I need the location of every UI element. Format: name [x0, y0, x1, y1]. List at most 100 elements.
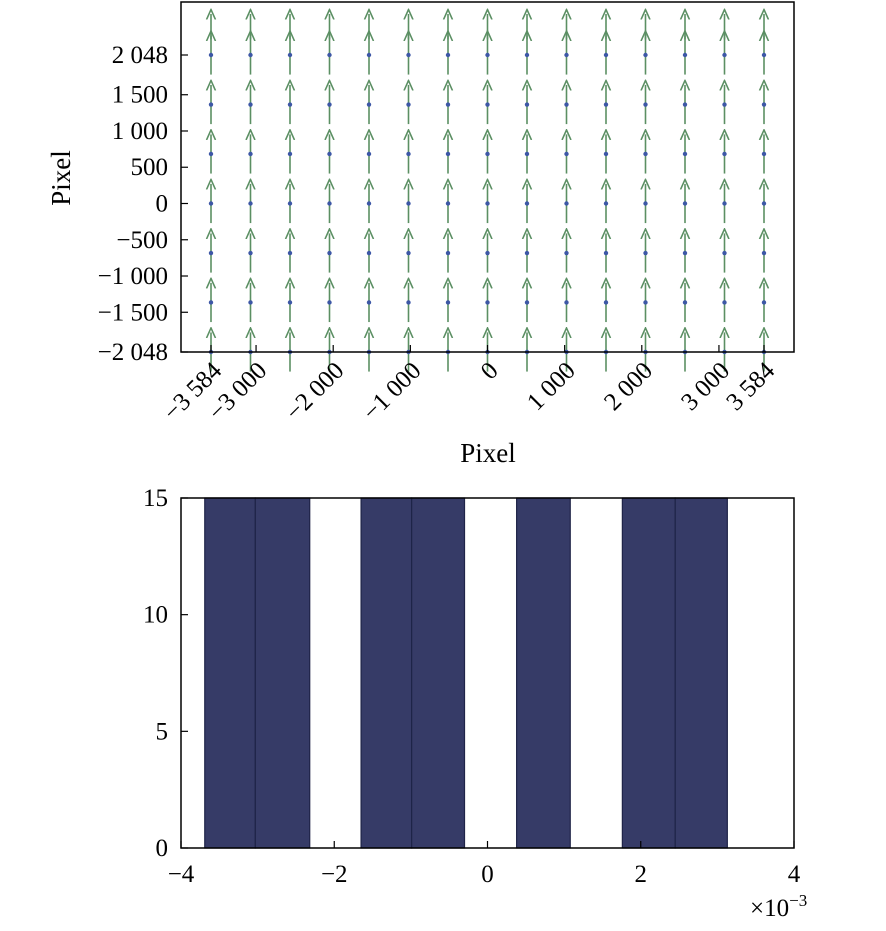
bar-y-ticks: 0 5 10 15 — [143, 485, 188, 862]
x-tick-label: 4 — [788, 861, 801, 888]
y-tick-label: 15 — [143, 485, 168, 512]
quiver-point — [248, 52, 253, 58]
x-tick-label: −2 000 — [281, 357, 350, 426]
y-tick-label: −500 — [116, 227, 168, 254]
y-tick-label: −2 048 — [98, 339, 168, 366]
quiver-point — [248, 250, 253, 256]
quiver-point — [208, 250, 214, 256]
quiver-point — [485, 250, 490, 256]
quiver-point — [366, 52, 372, 58]
quiver-point — [485, 201, 490, 206]
quiver-point — [643, 201, 648, 206]
quiver-point — [485, 300, 490, 305]
quiver-point — [761, 250, 767, 256]
quiver-point — [682, 201, 688, 206]
quiver-point — [366, 300, 372, 305]
bar — [204, 497, 256, 849]
quiver-point — [445, 250, 451, 256]
bar — [516, 497, 571, 849]
bar — [360, 497, 413, 849]
quiver-point — [248, 151, 253, 157]
quiver-point — [761, 52, 767, 58]
quiver-point — [485, 52, 490, 58]
bar-x-ticks: −4 −2 0 2 4 — [168, 841, 801, 888]
quiver-point — [406, 52, 411, 58]
quiver-point — [603, 300, 609, 305]
x-tick-label: 3 584 — [721, 357, 780, 416]
quiver-point — [327, 151, 332, 157]
quiver-point — [366, 151, 372, 157]
quiver-point — [445, 52, 451, 58]
quiver-point — [761, 201, 767, 206]
quiver-point — [406, 300, 411, 305]
quiver-point — [248, 102, 253, 107]
quiver-point — [406, 201, 411, 206]
quiver-point — [603, 151, 609, 157]
quiver-point — [524, 300, 530, 305]
quiver-chart: 2 048 1 500 1 000 500 0 −500 −1 000 −1 500 −2 04… — [46, 1, 795, 468]
quiver-point — [208, 52, 214, 58]
quiver-point — [761, 151, 767, 157]
quiver-point — [722, 201, 727, 206]
bar — [411, 497, 466, 849]
quiver-point — [287, 201, 293, 206]
quiver-point — [603, 250, 609, 256]
x-scale-multiplier: ×10−3 — [750, 891, 807, 922]
y-tick-label: 1 000 — [112, 118, 168, 145]
quiver-point — [682, 102, 688, 107]
quiver-point — [524, 52, 530, 58]
y-tick-label: −1 000 — [98, 263, 168, 290]
quiver-point — [287, 102, 293, 107]
quiver-point — [603, 52, 609, 58]
quiver-point — [722, 250, 727, 256]
quiver-point — [643, 52, 648, 58]
quiver-point — [248, 300, 253, 305]
quiver-point — [445, 201, 451, 206]
quiver-point — [603, 201, 609, 206]
quiver-point — [722, 52, 727, 58]
quiver-point — [722, 102, 727, 107]
quiver-point — [643, 300, 648, 305]
quiver-point — [445, 300, 451, 305]
quiver-point — [327, 300, 332, 305]
quiver-point — [485, 102, 490, 107]
quiver-point — [287, 300, 293, 305]
y-tick-label: 5 — [156, 718, 169, 745]
x-tick-label: 2 — [635, 861, 648, 888]
quiver-point — [682, 250, 688, 256]
quiver-point — [682, 151, 688, 157]
quiver-point — [485, 151, 490, 157]
quiver-point — [366, 102, 372, 107]
quiver-point — [564, 300, 569, 305]
bar-chart: 0 5 10 15 −4 −2 0 2 4 ×10−3 — [143, 485, 807, 922]
quiver-point — [761, 300, 767, 305]
quiver-point — [208, 102, 214, 107]
quiver-x-axis-label: Pixel — [460, 438, 516, 468]
bar — [254, 497, 311, 849]
quiver-vectors — [209, 14, 766, 372]
y-tick-label: 0 — [156, 835, 169, 862]
quiver-point — [682, 300, 688, 305]
x-tick-label: −4 — [168, 861, 195, 888]
quiver-point — [445, 102, 451, 107]
quiver-x-ticks: −3 584−3 000 −2 000 −1 000 0 1 000 2 000 3 000… — [158, 345, 781, 426]
quiver-point — [564, 201, 569, 206]
quiver-point — [327, 52, 332, 58]
quiver-point — [445, 151, 451, 157]
x-tick-label: 0 — [476, 357, 504, 385]
quiver-point — [327, 201, 332, 206]
x-tick-label: 1 000 — [522, 357, 581, 416]
x-tick-label: 2 000 — [599, 357, 658, 416]
y-tick-label: 0 — [156, 191, 169, 218]
quiver-y-axis-label: Pixel — [46, 150, 76, 206]
quiver-point — [208, 151, 214, 157]
quiver-point — [406, 250, 411, 256]
quiver-point — [248, 201, 253, 206]
quiver-point — [603, 102, 609, 107]
y-tick-label: 500 — [131, 154, 169, 181]
quiver-point — [761, 102, 767, 107]
y-tick-label: 10 — [143, 602, 168, 629]
x-tick-label: 0 — [481, 861, 494, 888]
quiver-point — [564, 102, 569, 107]
